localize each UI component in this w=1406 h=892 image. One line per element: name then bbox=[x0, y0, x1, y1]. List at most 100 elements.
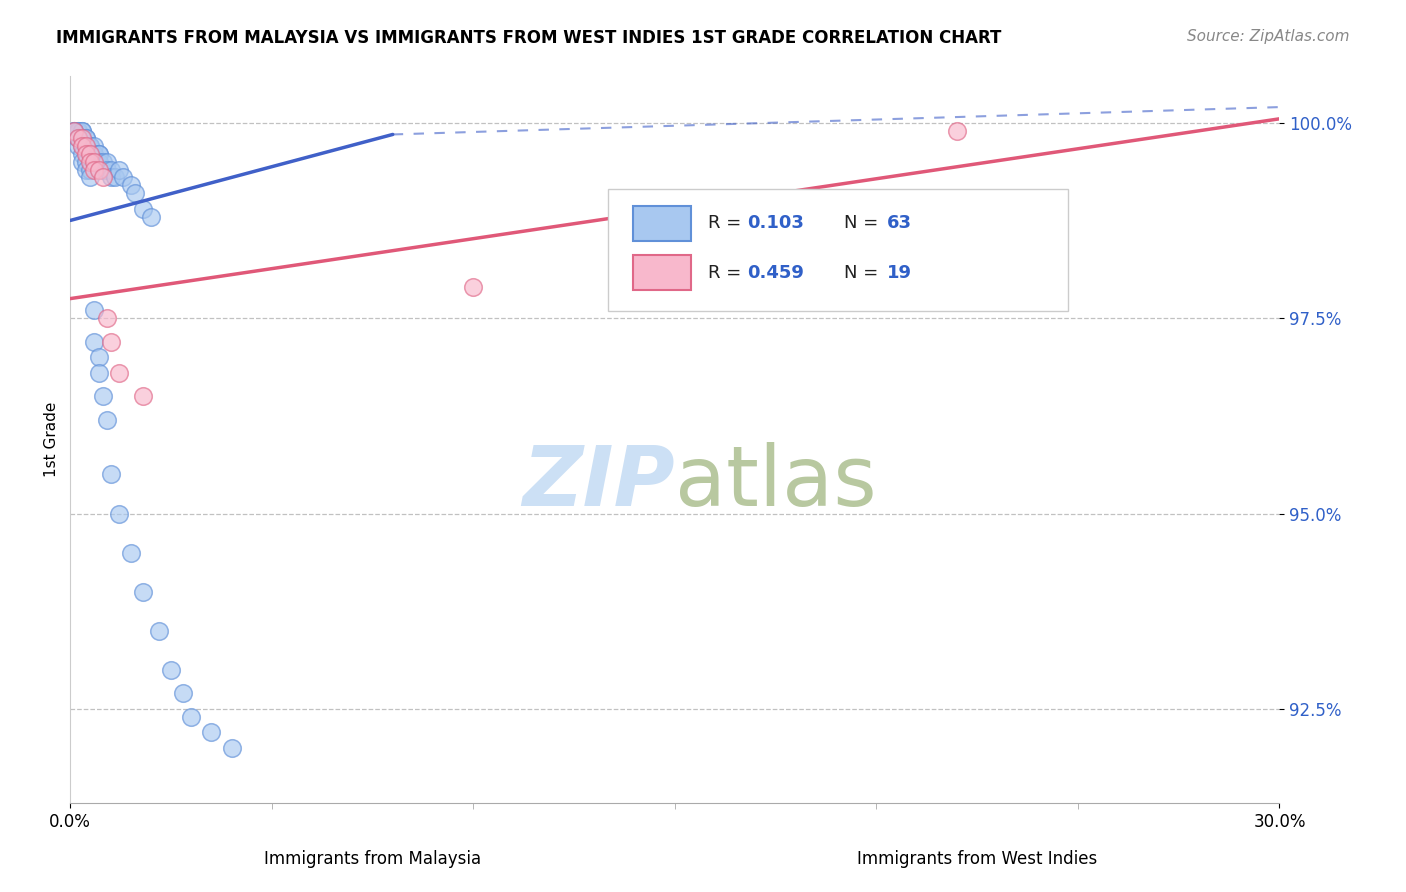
Point bbox=[83, 154, 105, 169]
Point bbox=[946, 123, 969, 137]
Point bbox=[67, 131, 90, 145]
Point bbox=[91, 162, 114, 177]
Y-axis label: 1st Grade: 1st Grade bbox=[44, 401, 59, 477]
Point bbox=[72, 139, 94, 153]
Text: Source: ZipAtlas.com: Source: ZipAtlas.com bbox=[1187, 29, 1350, 44]
Point bbox=[83, 334, 105, 349]
Text: R =: R = bbox=[707, 264, 747, 282]
Point bbox=[72, 131, 94, 145]
Point bbox=[87, 147, 110, 161]
Point bbox=[67, 139, 90, 153]
Point bbox=[172, 686, 194, 700]
Point bbox=[79, 147, 101, 161]
Point bbox=[87, 350, 110, 364]
Text: atlas: atlas bbox=[675, 442, 876, 524]
Point bbox=[75, 131, 97, 145]
Point bbox=[75, 139, 97, 153]
Point bbox=[72, 123, 94, 137]
Point bbox=[83, 303, 105, 318]
Point bbox=[75, 131, 97, 145]
Point bbox=[63, 123, 86, 137]
Point bbox=[104, 170, 127, 185]
Text: Immigrants from West Indies: Immigrants from West Indies bbox=[858, 850, 1097, 868]
Text: N =: N = bbox=[844, 264, 884, 282]
Point bbox=[132, 202, 155, 216]
Point bbox=[75, 154, 97, 169]
Point bbox=[96, 162, 118, 177]
FancyBboxPatch shape bbox=[633, 206, 690, 241]
Point bbox=[100, 467, 122, 482]
Point bbox=[463, 280, 485, 294]
Point bbox=[87, 162, 110, 177]
Point bbox=[72, 131, 94, 145]
Point bbox=[67, 123, 90, 137]
Point bbox=[100, 162, 122, 177]
Point bbox=[72, 123, 94, 137]
Point bbox=[87, 147, 110, 161]
Point bbox=[107, 507, 129, 521]
Point bbox=[83, 162, 105, 177]
Point bbox=[160, 663, 183, 677]
Point bbox=[100, 170, 122, 185]
Point bbox=[83, 147, 105, 161]
Point bbox=[67, 123, 90, 137]
Point bbox=[83, 154, 105, 169]
Point bbox=[72, 154, 94, 169]
Point bbox=[75, 139, 97, 153]
Point bbox=[67, 131, 90, 145]
Point bbox=[72, 139, 94, 153]
Point bbox=[96, 311, 118, 326]
Point bbox=[180, 710, 202, 724]
Point bbox=[87, 366, 110, 380]
Text: N =: N = bbox=[844, 214, 884, 233]
Point bbox=[79, 162, 101, 177]
Point bbox=[79, 139, 101, 153]
Point bbox=[79, 154, 101, 169]
Point bbox=[63, 123, 86, 137]
Point bbox=[96, 154, 118, 169]
Point bbox=[91, 389, 114, 403]
Point bbox=[120, 178, 142, 193]
Point bbox=[72, 131, 94, 145]
Point bbox=[75, 147, 97, 161]
Point bbox=[72, 147, 94, 161]
Point bbox=[91, 154, 114, 169]
Point bbox=[139, 210, 162, 224]
Point bbox=[75, 162, 97, 177]
FancyBboxPatch shape bbox=[633, 255, 690, 290]
Point bbox=[221, 741, 243, 756]
Text: 19: 19 bbox=[887, 264, 911, 282]
Point bbox=[79, 170, 101, 185]
Point bbox=[79, 147, 101, 161]
Text: ZIP: ZIP bbox=[522, 442, 675, 524]
Point bbox=[75, 147, 97, 161]
Point bbox=[67, 131, 90, 145]
Point bbox=[83, 139, 105, 153]
Point bbox=[79, 139, 101, 153]
Text: R =: R = bbox=[707, 214, 747, 233]
Point bbox=[87, 154, 110, 169]
Point bbox=[132, 584, 155, 599]
Text: 0.103: 0.103 bbox=[748, 214, 804, 233]
Text: Immigrants from Malaysia: Immigrants from Malaysia bbox=[264, 850, 481, 868]
Text: 63: 63 bbox=[887, 214, 911, 233]
Point bbox=[63, 123, 86, 137]
Point bbox=[107, 366, 129, 380]
Point bbox=[96, 413, 118, 427]
Point bbox=[683, 256, 706, 270]
Point bbox=[124, 186, 146, 200]
Text: IMMIGRANTS FROM MALAYSIA VS IMMIGRANTS FROM WEST INDIES 1ST GRADE CORRELATION CH: IMMIGRANTS FROM MALAYSIA VS IMMIGRANTS F… bbox=[56, 29, 1001, 46]
Point bbox=[200, 725, 222, 739]
Point bbox=[75, 139, 97, 153]
Point bbox=[91, 170, 114, 185]
Point bbox=[120, 546, 142, 560]
Point bbox=[132, 389, 155, 403]
Point bbox=[107, 162, 129, 177]
Text: 0.459: 0.459 bbox=[748, 264, 804, 282]
Point bbox=[79, 147, 101, 161]
Point bbox=[148, 624, 170, 638]
FancyBboxPatch shape bbox=[609, 188, 1069, 310]
Point bbox=[63, 123, 86, 137]
Point bbox=[111, 170, 134, 185]
Point bbox=[100, 334, 122, 349]
